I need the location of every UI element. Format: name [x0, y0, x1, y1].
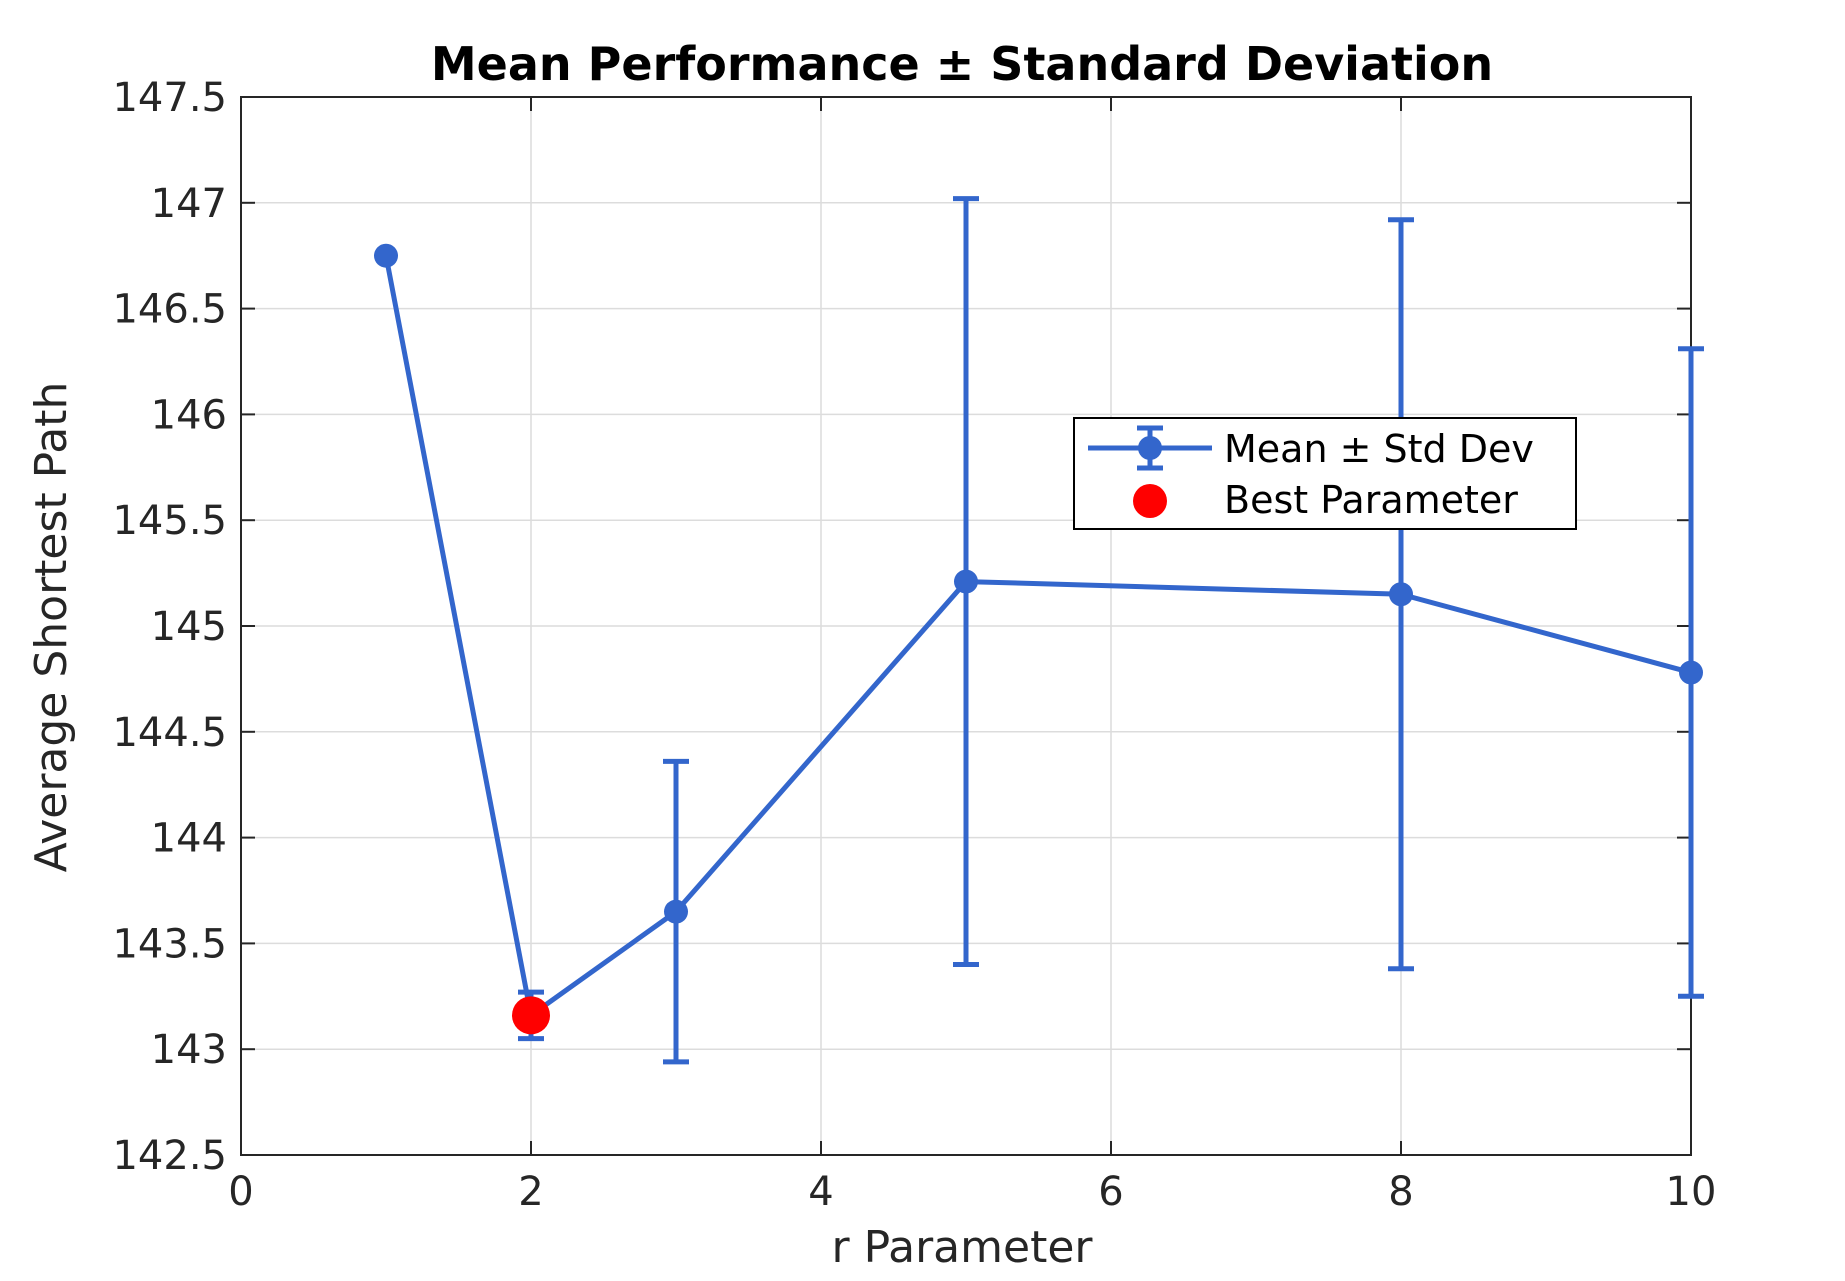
y-tick-label: 147: [151, 181, 227, 227]
x-tick-label: 10: [1666, 1169, 1717, 1215]
data-series: [374, 196, 1704, 1065]
legend: Mean ± Std Dev Best Parameter: [1073, 417, 1577, 530]
x-tick-label: 0: [228, 1169, 253, 1215]
y-tick-label: 145: [151, 604, 227, 650]
x-axis-title: r Parameter: [832, 1222, 1094, 1273]
y-tick-label: 144.5: [112, 710, 227, 756]
y-tick-label: 143: [151, 1027, 227, 1073]
legend-label-best: Best Parameter: [1224, 478, 1518, 522]
y-tick-label: 144: [151, 816, 227, 862]
y-tick-label: 143.5: [112, 921, 227, 967]
y-axis-title: Average Shortest Path: [26, 382, 77, 873]
mean-point: [374, 243, 398, 268]
legend-entry-mean: Mean ± Std Dev: [1088, 425, 1534, 471]
x-tick-label: 6: [1098, 1169, 1123, 1215]
legend-label-mean: Mean ± Std Dev: [1224, 427, 1534, 471]
mean-point: [1389, 582, 1413, 607]
y-tick-label: 142.5: [112, 1133, 227, 1179]
best-parameter-point: [512, 996, 550, 1035]
y-tick-label: 146.5: [112, 287, 227, 333]
mean-point: [954, 569, 978, 594]
y-tick-label: 146: [151, 392, 227, 438]
axis-ticks: [240, 96, 1692, 1156]
chart-title: Mean Performance ± Standard Deviation: [431, 37, 1493, 91]
x-tick-label: 4: [808, 1169, 833, 1215]
tick-labels: 0 2 4 6 8 10 142.5 143 143.5 144 144.5 145 145.5 146 1…: [112, 75, 1716, 1215]
y-tick-label: 147.5: [112, 75, 227, 121]
legend-marker-icon: [1138, 436, 1162, 460]
y-tick-label: 145.5: [112, 498, 227, 544]
x-tick-label: 8: [1388, 1169, 1413, 1215]
mean-line: [383, 255, 1692, 1018]
x-tick-label: 2: [518, 1169, 543, 1215]
mean-point: [1679, 660, 1703, 685]
mean-point: [664, 899, 688, 924]
legend-entry-best: Best Parameter: [1133, 478, 1518, 522]
legend-best-marker-icon: [1133, 484, 1167, 518]
